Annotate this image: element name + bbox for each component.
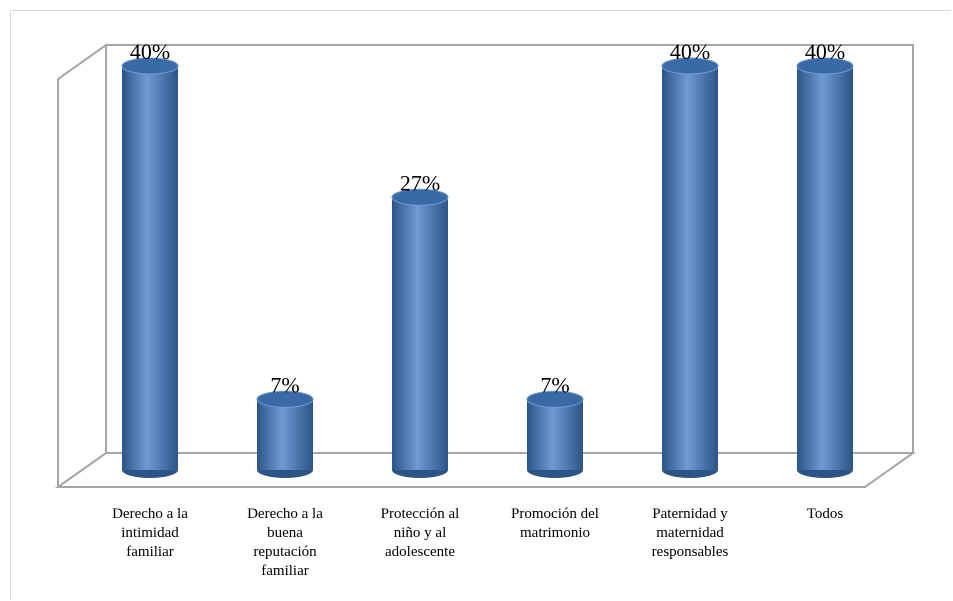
data-label: 27% (400, 170, 440, 195)
bar-body (662, 66, 718, 470)
bar-top (796, 57, 854, 75)
bar (796, 57, 854, 478)
data-label: 40% (670, 39, 710, 64)
chart-walls (54, 43, 917, 488)
bar-body (257, 399, 313, 470)
bar-top (121, 57, 179, 75)
bar-body (392, 197, 448, 471)
category-label: Todos (807, 506, 844, 522)
left-wall (57, 43, 107, 487)
bar-series (121, 57, 854, 478)
category-label: Derecho a la intimidad familiar (112, 506, 188, 560)
category-label: Paternidad y maternidad responsables (652, 506, 729, 560)
bar-body (122, 66, 178, 470)
bar-body (797, 66, 853, 470)
bar-top (661, 57, 719, 75)
bar-top (256, 390, 314, 408)
data-labels: 40% 7% 27% 7% 40% 40% (130, 39, 845, 397)
category-label: Protección al niño y al adolescente (381, 506, 460, 560)
data-label: 40% (805, 39, 845, 64)
data-label: 40% (130, 39, 170, 64)
data-label: 7% (540, 372, 569, 397)
category-axis-labels: Derecho a la intimidad familiar Derecho a l… (112, 506, 843, 579)
category-label: Promoción del matrimonio (511, 506, 599, 541)
data-label: 7% (270, 372, 299, 397)
bar (256, 390, 314, 478)
back-wall (106, 44, 914, 453)
category-label: Derecho a la buena reputación familiar (247, 506, 323, 579)
bar-top (526, 390, 584, 408)
floor (54, 452, 917, 488)
bar-body (527, 399, 583, 470)
bar (661, 57, 719, 478)
bar (526, 390, 584, 478)
bar (121, 57, 179, 478)
bar (391, 188, 449, 478)
bar-top (391, 188, 449, 206)
